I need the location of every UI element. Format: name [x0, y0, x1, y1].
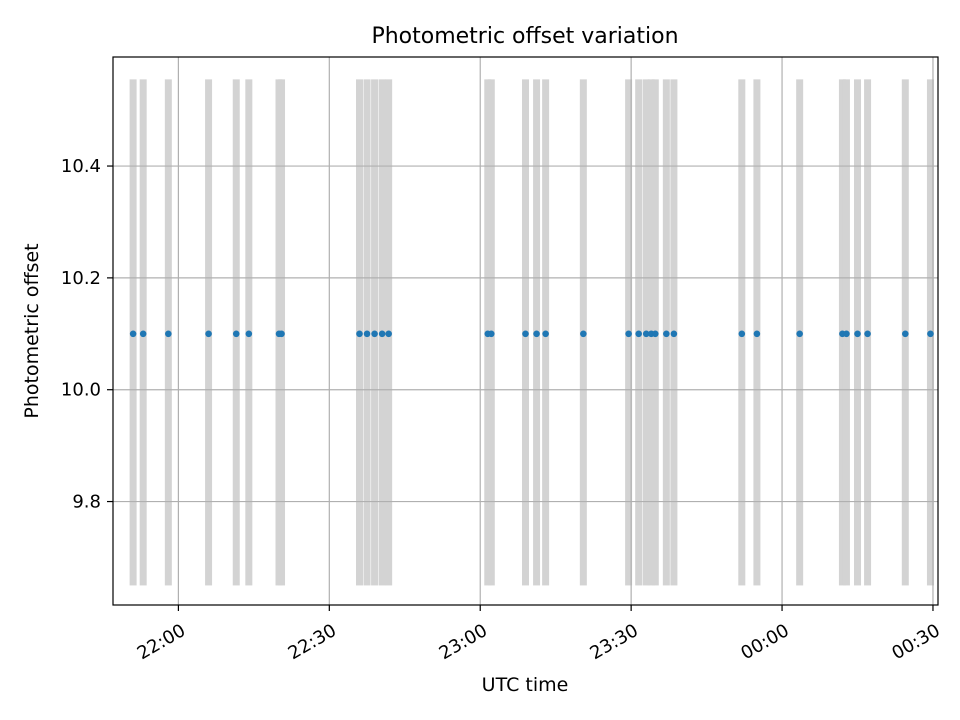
y-axis-ticks: 9.8 10.0 10.2 10.4 [61, 156, 113, 513]
data-point [139, 330, 147, 338]
data-point [854, 330, 861, 338]
data-point [864, 330, 871, 338]
data-point [580, 330, 587, 338]
y-tick-label: 10.2 [61, 268, 101, 289]
data-point [542, 330, 549, 338]
data-point [927, 330, 934, 338]
data-point [245, 330, 253, 338]
plot-frame [112, 56, 939, 606]
data-points [129, 330, 934, 338]
data-point [651, 330, 659, 338]
data-point [902, 330, 909, 338]
y-axis-label: Photometric offset [21, 243, 43, 418]
data-point [205, 330, 212, 338]
x-axis-label: UTC time [482, 674, 569, 696]
data-point [670, 330, 678, 338]
data-point [522, 330, 529, 338]
data-point [796, 330, 803, 338]
data-point [738, 330, 746, 338]
data-point [487, 330, 495, 338]
data-point [385, 330, 392, 338]
data-point [363, 330, 371, 338]
data-point [378, 330, 386, 338]
y-tick-label: 10.0 [61, 380, 101, 401]
grid-lines [113, 57, 938, 605]
chart-title: Photometric offset variation [371, 24, 678, 49]
data-point [356, 330, 363, 338]
data-point [232, 330, 240, 338]
y-tick-label: 9.8 [72, 492, 101, 513]
data-point [129, 330, 137, 338]
data-point [635, 330, 642, 338]
data-point [753, 330, 761, 338]
data-point [165, 330, 172, 338]
data-point [371, 330, 378, 338]
data-point [663, 330, 670, 338]
data-point [625, 330, 632, 338]
data-point [642, 330, 650, 338]
y-tick-label: 10.4 [61, 156, 101, 177]
data-point [533, 330, 540, 338]
data-point [278, 330, 285, 338]
data-point [843, 330, 850, 338]
